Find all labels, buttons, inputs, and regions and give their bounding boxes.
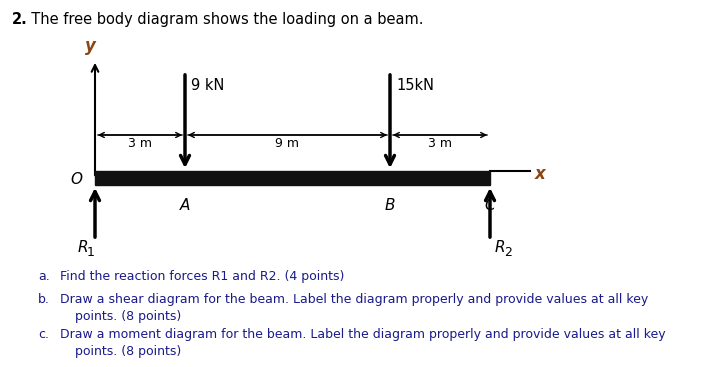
Text: The free body diagram shows the loading on a beam.: The free body diagram shows the loading … (22, 12, 423, 27)
Text: y: y (84, 37, 96, 55)
Text: A: A (180, 198, 190, 213)
Text: 3 m: 3 m (128, 137, 152, 150)
Text: C: C (485, 198, 495, 213)
Text: a.: a. (38, 270, 50, 283)
Text: O: O (70, 172, 82, 188)
Text: points. (8 points): points. (8 points) (75, 310, 181, 323)
Text: 1: 1 (87, 246, 95, 259)
Text: 3 m: 3 m (428, 137, 452, 150)
Text: 2: 2 (504, 246, 512, 259)
Text: Draw a moment diagram for the beam. Label the diagram properly and provide value: Draw a moment diagram for the beam. Labe… (60, 328, 665, 341)
Text: 9 kN: 9 kN (191, 78, 225, 93)
Text: points. (8 points): points. (8 points) (75, 345, 181, 358)
Text: R: R (78, 240, 89, 255)
Text: x: x (535, 165, 546, 183)
Text: Draw a shear diagram for the beam. Label the diagram properly and provide values: Draw a shear diagram for the beam. Label… (60, 293, 648, 306)
Text: 2.: 2. (12, 12, 28, 27)
Text: b.: b. (38, 293, 50, 306)
Text: c.: c. (38, 328, 49, 341)
Text: R: R (495, 240, 505, 255)
Text: 9 m: 9 m (275, 137, 299, 150)
Bar (95, 171, 490, 185)
Text: Find the reaction forces R1 and R2. (4 points): Find the reaction forces R1 and R2. (4 p… (60, 270, 344, 283)
Text: B: B (384, 198, 395, 213)
Text: 15kN: 15kN (396, 78, 434, 93)
